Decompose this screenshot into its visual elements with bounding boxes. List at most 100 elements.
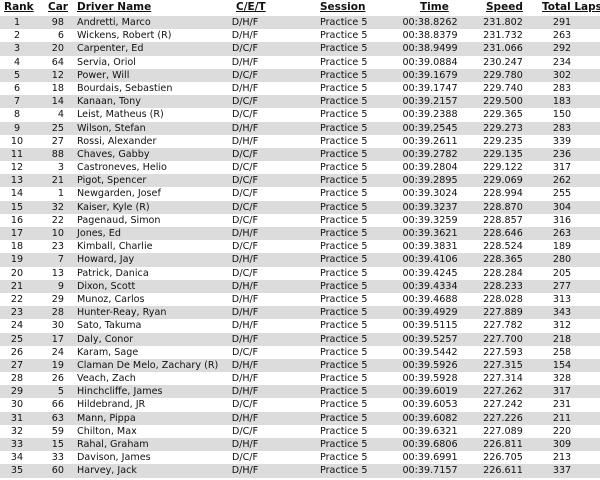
cell-laps: 211 [552,412,572,424]
cell-car: 28 [51,307,64,319]
cell-driver: Wilson, Stefan [77,122,146,134]
cell-laps: 258 [552,346,572,358]
cell-time: 00:39.6019 [402,386,458,398]
cell-laps: 317 [552,162,572,174]
cell-car: 29 [51,293,64,305]
cell-cet: D/H/F [231,307,259,319]
table-row: 15 32 Kaiser, Kyle (R) D/C/F Practice 5 00:39… [0,200,600,214]
cell-cet: D/C/F [231,267,259,279]
cell-car: 59 [51,425,64,437]
cell-driver: Kanaan, Tony [77,96,141,108]
cell-speed: 227.242 [483,399,523,411]
table-row: 22 29 Munoz, Carlos D/H/F Practice 5 00:39.46… [0,293,600,306]
cell-speed: 227.226 [483,412,523,424]
cell-driver: Karam, Sage [77,346,139,358]
cell-speed: 228.870 [483,201,523,213]
cell-session: Practice 5 [320,412,368,424]
cell-car: 32 [51,201,64,213]
cell-session: Practice 5 [320,333,368,345]
cell-rank: 7 [13,96,21,108]
cell-time: 00:39.2611 [402,135,458,147]
cell-car: 26 [51,373,64,385]
cell-driver: Castroneves, Helio [77,162,167,174]
cell-car: 15 [51,439,64,450]
cell-session: Practice 5 [320,399,368,411]
cell-driver: Newgarden, Josef [77,188,161,200]
cell-time: 00:39.4245 [402,267,458,279]
cell-cet: D/C/F [231,425,259,437]
cell-laps: 313 [552,293,572,305]
cell-rank: 9 [13,122,21,134]
results-table: 1 98 Andretti, Marco D/H/F Practice 5 00:38.8… [0,16,600,478]
cell-cet: D/H/F [231,333,259,345]
table-row: 17 10 Jones, Ed D/H/F Practice 5 00:39.3621 22… [0,227,600,241]
cell-speed: 229.122 [483,162,523,174]
cell-driver: Chilton, Max [77,425,137,437]
table-row: 5 12 Power, Will D/C/F Practice 5 00:39.1679 2… [0,68,600,82]
cell-session: Practice 5 [320,359,368,371]
table-row: 21 9 Dixon, Scott D/H/F Practice 5 00:39.4334… [0,279,600,293]
table-row: 34 33 Davison, James D/C/F Practice 5 00:39.6… [0,451,600,464]
cell-rank: 6 [13,82,21,94]
table-row: 18 23 Kimball, Charlie D/C/F Practice 5 00:39… [0,240,600,253]
cell-car: 4 [57,109,64,121]
cell-rank: 30 [10,399,24,411]
cell-laps: 316 [552,214,572,226]
cell-cet: D/C/F [231,201,259,213]
cell-rank: 34 [10,452,24,464]
table-row: 11 88 Chaves, Gabby D/C/F Practice 5 00:39.27… [0,147,600,162]
cell-rank: 27 [10,359,24,371]
cell-time: 00:39.4334 [402,280,458,292]
cell-car: 60 [51,465,64,477]
cell-session: Practice 5 [320,188,368,200]
cell-driver: Chaves, Gabby [77,148,150,160]
cell-time: 00:39.4688 [402,293,458,305]
cell-session: Practice 5 [320,452,368,464]
cell-rank: 25 [10,333,24,345]
cell-time: 00:39.6991 [402,452,458,464]
cell-time: 00:39.4929 [402,307,458,319]
cell-rank: 21 [10,280,24,292]
table-header: Rank Car Driver Name C/E/T Session Time … [0,1,600,16]
cell-car: 7 [57,254,64,266]
table-row: 20 13 Patrick, Danica D/C/F Practice 5 00:39.… [0,267,600,280]
header-car: Car [48,1,68,13]
cell-car: 9 [57,280,64,292]
cell-time: 00:39.5257 [402,333,458,345]
cell-driver: Claman De Melo, Zachary (R) [77,359,219,371]
cell-driver: Wickens, Robert (R) [77,30,172,42]
cell-cet: D/H/F [231,386,259,398]
cell-cet: D/C/F [231,188,259,200]
cell-time: 00:39.2804 [402,162,458,174]
cell-speed: 228.646 [483,228,523,239]
cell-driver: Kimball, Charlie [77,241,153,253]
cell-laps: 343 [552,307,572,319]
cell-car: 24 [51,346,64,358]
cell-driver: Rossi, Alexander [77,135,157,147]
cell-speed: 226.811 [483,439,523,450]
cell-rank: 4 [13,56,21,68]
cell-speed: 227.314 [483,373,523,385]
cell-session: Practice 5 [320,56,368,68]
cell-laps: 277 [552,280,572,292]
cell-speed: 229.235 [483,135,523,147]
cell-car: 66 [51,399,64,411]
cell-car: 21 [51,175,64,187]
table-row: 26 24 Karam, Sage D/C/F Practice 5 00:39.5442… [0,346,600,359]
cell-speed: 226.611 [483,465,523,477]
cell-rank: 35 [10,465,24,477]
cell-driver: Andretti, Marco [77,17,151,28]
cell-rank: 24 [10,320,24,332]
cell-car: 5 [57,386,64,398]
cell-laps: 302 [552,69,572,81]
cell-rank: 11 [10,148,24,160]
cell-car: 98 [51,17,64,28]
table-row: 4 64 Servia, Oriol D/H/F Practice 5 00:39.088… [0,56,600,69]
cell-laps: 283 [552,82,572,94]
cell-car: 88 [51,148,64,160]
cell-session: Practice 5 [320,214,368,226]
cell-session: Practice 5 [320,162,368,174]
table-row: 30 66 Hildebrand, JR D/C/F Practice 5 00:39.6… [0,398,600,411]
cell-laps: 205 [552,267,572,279]
cell-time: 00:39.3621 [402,228,458,239]
